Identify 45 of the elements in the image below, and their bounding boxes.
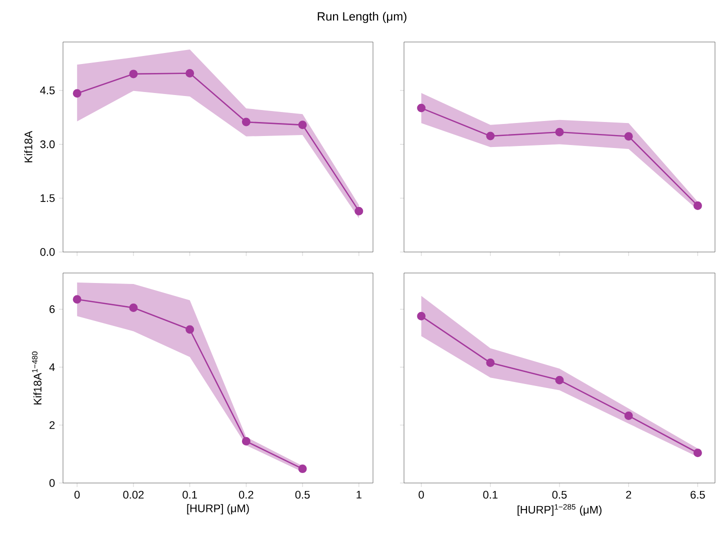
point — [693, 448, 702, 458]
point — [298, 464, 307, 474]
x-tick-label: 0.02 — [123, 490, 144, 499]
x-tick-label: 0 — [418, 490, 424, 499]
x-axis-title: [HURP] (μM) — [187, 504, 249, 514]
x-tick-label: 0.1 — [483, 490, 498, 499]
point — [186, 68, 194, 78]
x-tick-label: 2 — [626, 490, 632, 499]
chart-title: Run Length (μm) — [318, 12, 406, 24]
x-tick-label: 0.2 — [238, 490, 254, 499]
point — [417, 104, 426, 112]
point — [72, 295, 82, 304]
point — [354, 206, 364, 216]
point — [555, 376, 564, 384]
y-tick-label: 1.5 — [40, 194, 55, 202]
y-axis-title: Kif18A — [24, 130, 32, 162]
x-tick-label: 0.5 — [295, 490, 310, 499]
y-tick-label: 6 — [50, 305, 55, 314]
y-tick-label: 4.5 — [40, 86, 55, 94]
point — [72, 89, 82, 98]
point — [186, 325, 194, 334]
point — [486, 358, 495, 368]
x-tick-label: 0.5 — [552, 490, 567, 499]
y-tick-label: 4 — [49, 363, 55, 371]
point — [624, 412, 633, 420]
y-tick-label: 0 — [49, 479, 55, 487]
point — [129, 304, 138, 312]
point — [298, 120, 307, 130]
point — [242, 437, 250, 446]
x-tick-label: 1 — [356, 490, 362, 498]
point — [693, 201, 702, 210]
x-axis-title: [HURP]$^{1−285}$ (μM) — [518, 504, 602, 516]
y-tick-label: 0.0 — [40, 248, 55, 256]
y-tick-label: 3.0 — [40, 140, 55, 148]
y-axis-title: Kif18A$^{1−480}$ — [32, 352, 42, 404]
point — [129, 70, 138, 78]
point — [624, 132, 633, 141]
x-tick-label: 6.5 — [690, 490, 705, 499]
point — [555, 128, 564, 136]
point — [486, 132, 495, 140]
y-tick-label: 2 — [50, 421, 55, 429]
point — [242, 118, 250, 126]
point — [417, 312, 426, 320]
x-tick-label: 0 — [74, 490, 80, 499]
x-tick-label: 0.1 — [182, 490, 197, 499]
